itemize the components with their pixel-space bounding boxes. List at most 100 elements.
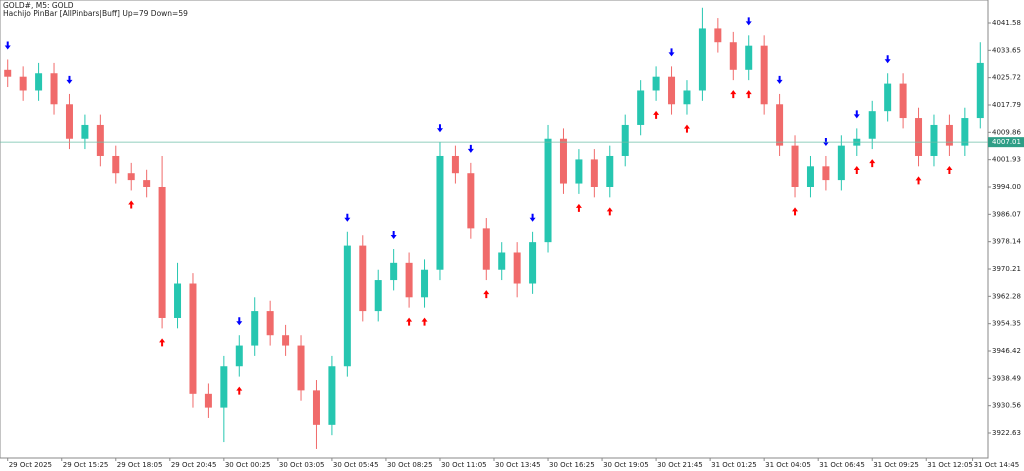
candle-body: [266, 311, 274, 336]
x-tick-label: 30 Oct 11:05: [441, 461, 487, 469]
x-tick-label: 30 Oct 05:45: [333, 461, 379, 469]
x-tick-label: 29 Oct 18:05: [117, 461, 163, 469]
up-arrow: [606, 207, 613, 216]
candle-body: [436, 155, 444, 270]
x-tick-label: 30 Oct 16:25: [549, 461, 595, 469]
indicator-label: Hachijo PinBar [AllPinbars|Buff] Up=79 D…: [3, 9, 188, 18]
y-tick-label: 3962.28: [992, 292, 1021, 300]
candle-body: [884, 83, 892, 112]
down-arrow: [236, 317, 243, 326]
candle-body: [220, 366, 228, 408]
down-arrow: [853, 110, 860, 119]
candle-body: [251, 311, 259, 346]
candle-body: [837, 145, 845, 181]
candle-body: [421, 269, 429, 298]
down-arrow: [529, 213, 536, 222]
candle-body: [204, 393, 212, 408]
candle-body: [791, 145, 799, 187]
candle-body: [899, 83, 907, 119]
candle-body: [976, 62, 984, 119]
candle-body: [50, 73, 58, 105]
candle-body: [961, 118, 969, 146]
y-tick-label: 3922.63: [992, 429, 1021, 437]
candle-body: [590, 159, 598, 187]
candle-body: [544, 138, 552, 243]
candle-body: [776, 104, 784, 146]
candle-body: [343, 245, 351, 367]
down-arrow: [436, 124, 443, 133]
candle-body: [297, 345, 305, 391]
x-tick-label: 30 Oct 03:05: [279, 461, 325, 469]
candle-body: [81, 124, 89, 139]
x-tick-label: 31 Oct 14:45: [974, 461, 1020, 469]
candle-body: [405, 262, 413, 298]
down-arrow: [344, 213, 351, 222]
candle-body: [112, 155, 120, 174]
candle-body: [637, 90, 645, 125]
down-arrow: [390, 231, 397, 240]
candle-body: [374, 280, 382, 312]
y-tick-label: 4009.86: [992, 128, 1021, 136]
up-arrow: [483, 290, 490, 299]
candle-body: [282, 335, 290, 346]
plot-frame: [0, 0, 989, 459]
y-tick-label: 3978.14: [992, 238, 1021, 246]
y-tick-label: 3954.35: [992, 320, 1021, 328]
candle-body: [390, 262, 398, 281]
current-price-label: 4007.01: [992, 138, 1021, 146]
candle-body: [174, 283, 182, 318]
candle-body: [621, 124, 629, 156]
y-tick-label: 3970.21: [992, 265, 1021, 273]
up-arrow: [792, 207, 799, 216]
down-arrow: [668, 48, 675, 57]
candle-body: [312, 390, 320, 425]
candle-body: [945, 124, 953, 146]
up-arrow: [159, 338, 166, 347]
up-arrow: [128, 200, 135, 209]
candle-body: [189, 283, 197, 394]
candle-body: [482, 228, 490, 270]
x-tick-label: 30 Oct 00:25: [225, 461, 271, 469]
up-arrow: [869, 159, 876, 168]
x-tick-label: 31 Oct 06:45: [819, 461, 865, 469]
down-arrow: [776, 75, 783, 84]
x-tick-label: 29 Oct 15:25: [63, 461, 109, 469]
candle-body: [652, 76, 660, 91]
up-arrow: [406, 317, 413, 326]
candle-body: [714, 28, 722, 43]
down-arrow: [467, 144, 474, 153]
y-tick-label: 4041.58: [992, 19, 1021, 27]
candle-body: [606, 155, 614, 187]
candle-body: [930, 124, 938, 156]
candle-body: [96, 124, 104, 156]
x-tick-label: 30 Oct 19:05: [603, 461, 649, 469]
candle-body: [467, 173, 475, 229]
y-tick-label: 3986.07: [992, 210, 1021, 218]
down-arrow: [4, 41, 11, 50]
x-tick-label: 31 Oct 09:25: [873, 461, 919, 469]
candle-body: [729, 42, 737, 70]
y-tick-label: 3994.00: [992, 183, 1021, 191]
candle-body: [4, 69, 12, 77]
candle-body: [760, 45, 768, 105]
candle-body: [451, 155, 459, 174]
up-arrow: [946, 165, 953, 174]
x-tick-label: 29 Oct 20:45: [171, 461, 217, 469]
up-arrow: [236, 386, 243, 395]
chart-title: GOLD#, M5: GOLD: [3, 1, 74, 10]
y-tick-label: 3946.42: [992, 347, 1021, 355]
up-arrow: [421, 317, 428, 326]
up-arrow: [575, 203, 582, 212]
up-arrow: [653, 110, 660, 119]
y-tick-label: 3930.56: [992, 402, 1021, 410]
y-tick-label: 4001.93: [992, 156, 1021, 164]
candle-body: [35, 73, 43, 91]
x-tick-label: 30 Oct 21:45: [657, 461, 703, 469]
candle-body: [158, 186, 166, 318]
up-arrow: [730, 90, 737, 99]
x-tick-label: 29 Oct 2025: [9, 461, 52, 469]
y-tick-label: 3938.49: [992, 374, 1021, 382]
candle-body: [806, 166, 814, 187]
x-tick-label: 31 Oct 04:05: [765, 461, 811, 469]
